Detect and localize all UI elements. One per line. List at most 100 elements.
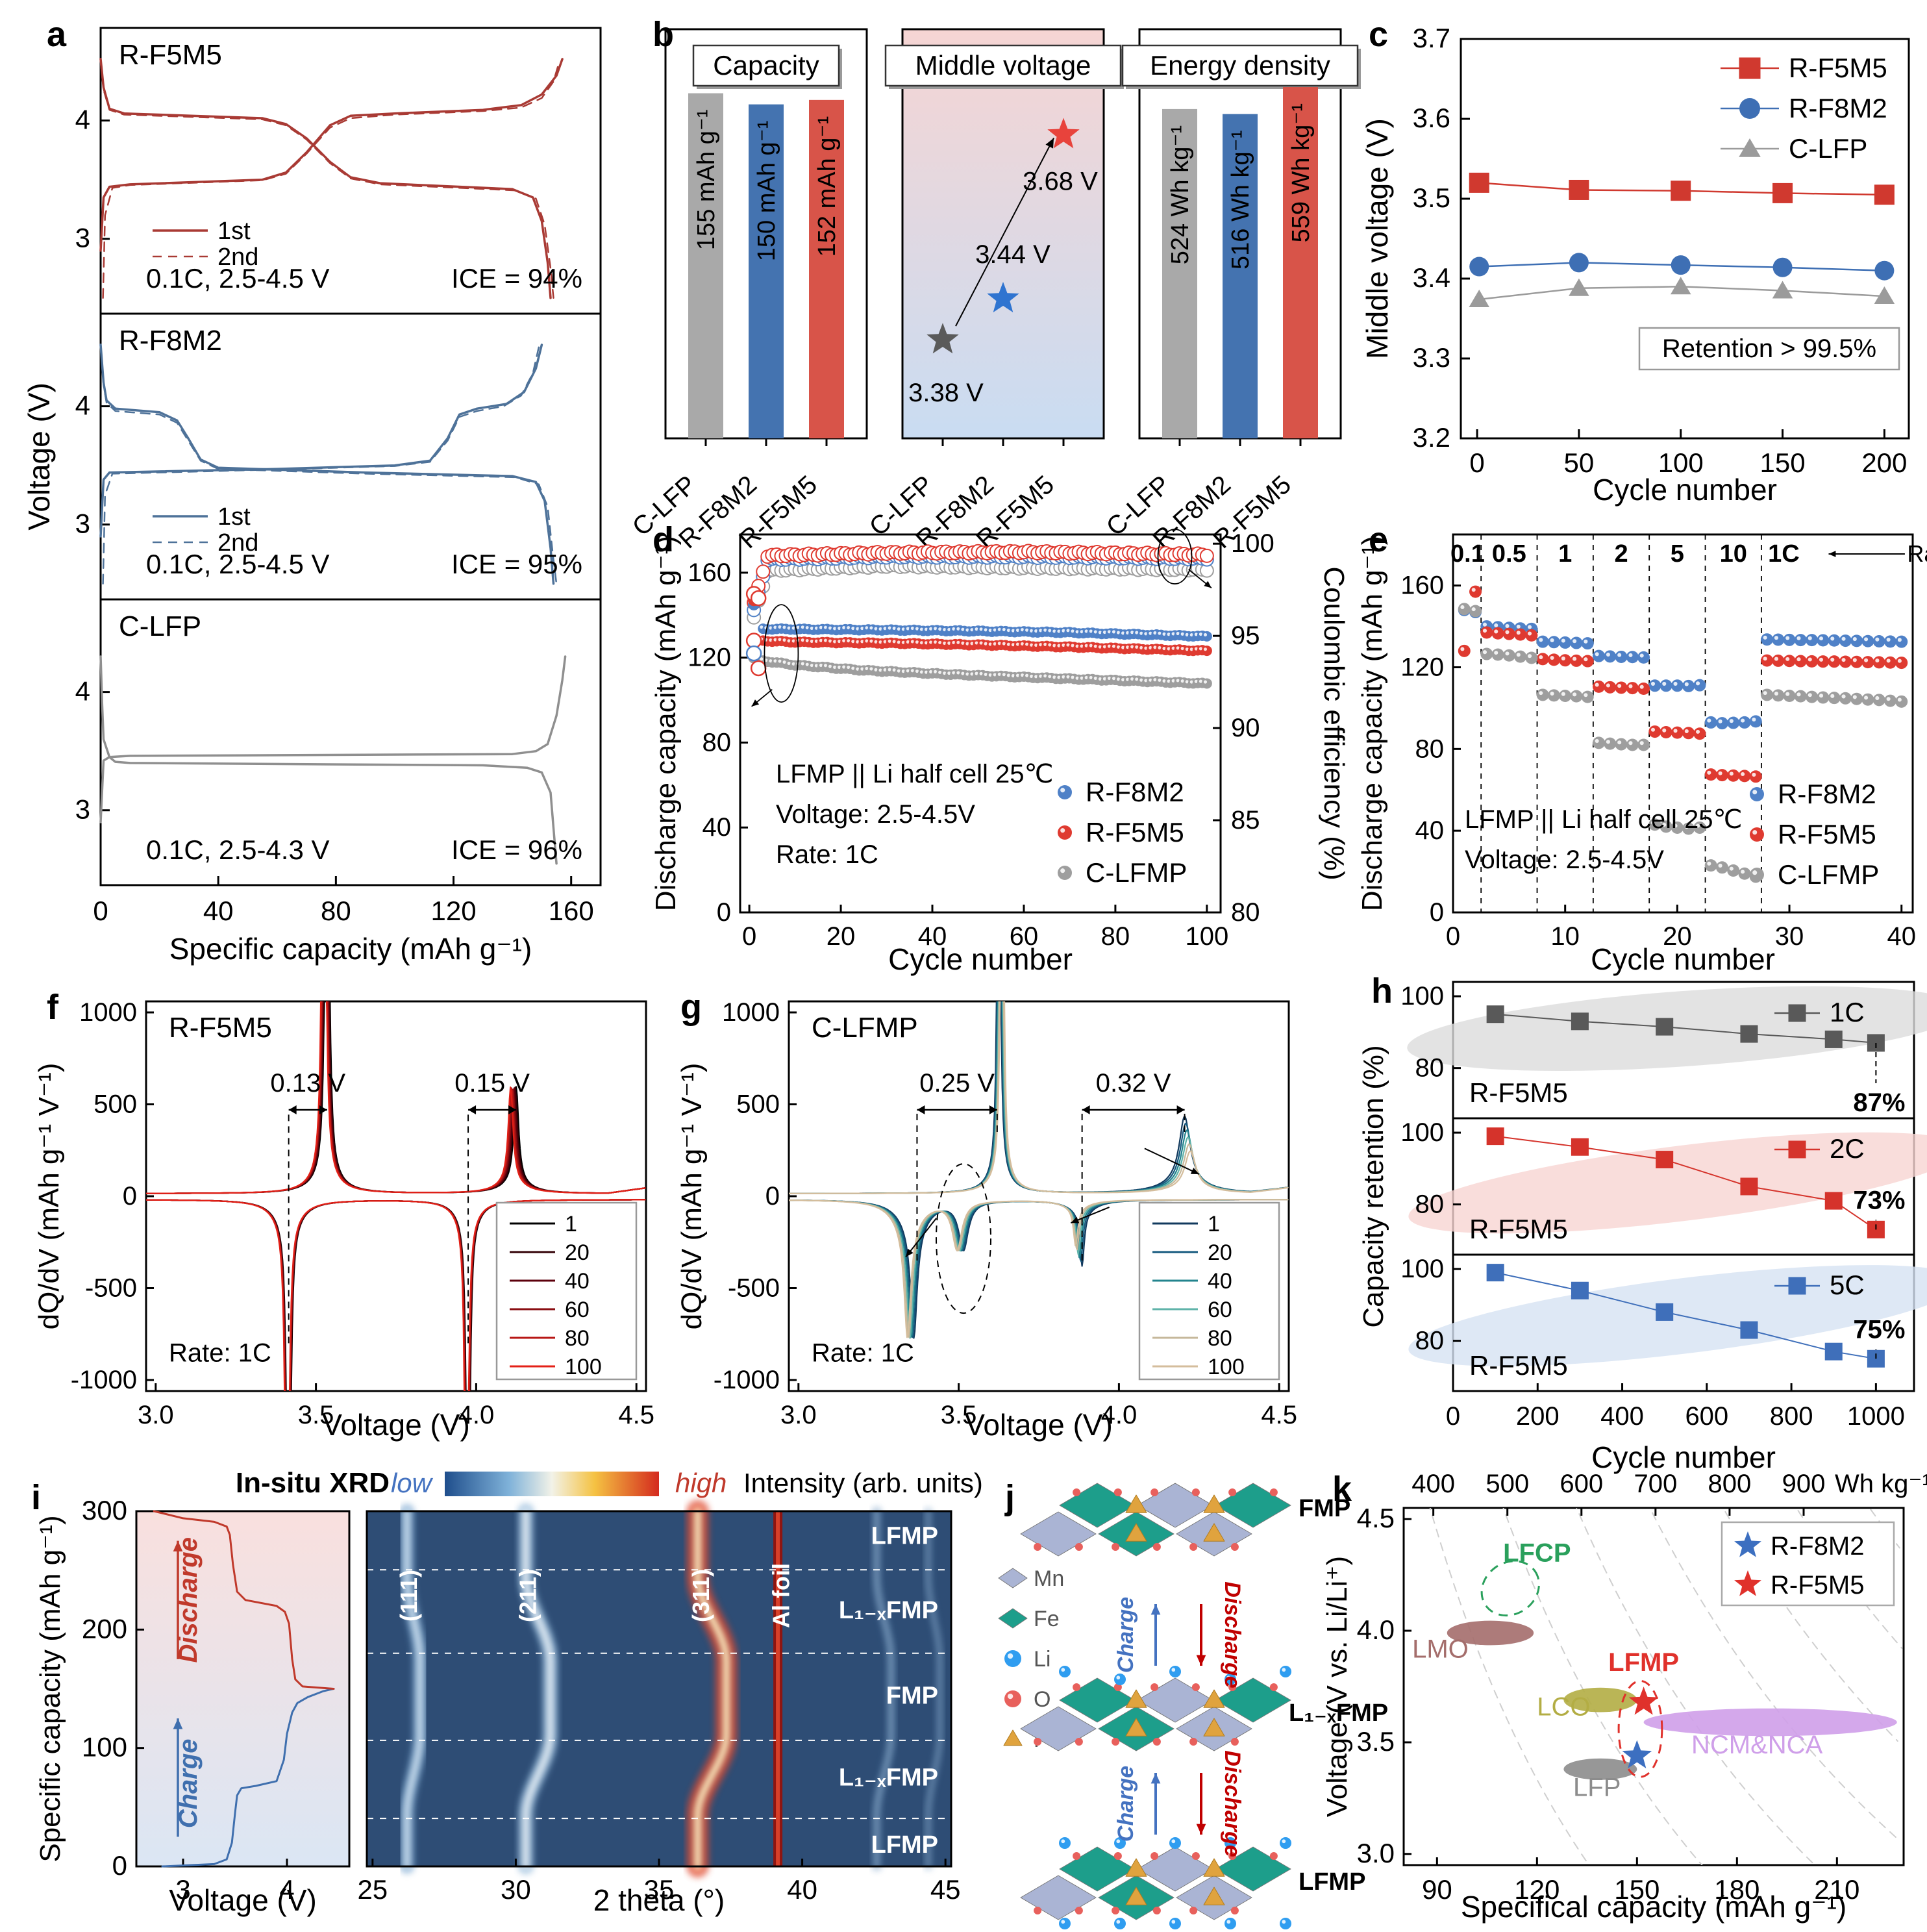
rate-label: 0.1 (1450, 540, 1485, 568)
path (1176, 1105, 1185, 1114)
sphere-marker (1547, 689, 1560, 702)
path (468, 1105, 477, 1114)
oxygen (1269, 1683, 1278, 1691)
text-label: 100 (82, 1732, 127, 1763)
square-marker (1772, 182, 1793, 203)
sphere-highlight (860, 667, 864, 671)
sphere-body (1794, 690, 1807, 703)
legend-item-Li: Li (1004, 1647, 1051, 1672)
sphere-highlight (847, 625, 851, 630)
sphere-highlight (1864, 658, 1869, 662)
sphere-marker (1604, 650, 1617, 663)
circle-marker (1772, 257, 1793, 277)
text-label: 3.0 (1357, 1838, 1395, 1868)
sphere-highlight (1006, 629, 1010, 633)
sphere-marker (1872, 635, 1885, 648)
sphere-highlight (769, 659, 773, 663)
sphere-highlight (1707, 770, 1711, 775)
condition-text: 0.1C, 2.5-4.5 V (146, 549, 330, 579)
panel-k-letter: k (1332, 1470, 1352, 1509)
sphere-marker (1783, 655, 1796, 668)
sphere-body (1648, 725, 1661, 738)
text-label: 40 (918, 922, 947, 951)
rate-label: 1 (1558, 540, 1572, 568)
sphere-highlight (1180, 679, 1184, 683)
plot-frame (99, 598, 602, 886)
ice-text: ICE = 94% (451, 263, 582, 294)
sphere-marker (1637, 738, 1650, 751)
sphere-highlight (997, 627, 1001, 631)
charge-dqdv-cycle (146, 1001, 646, 1194)
sphere-highlight (1628, 653, 1633, 657)
square-marker (1788, 1277, 1806, 1295)
text-label: 180 (1714, 1874, 1759, 1905)
sphere-highlight (1030, 629, 1034, 633)
bar-R-F8M2 (749, 104, 784, 438)
sphere-body (1839, 655, 1852, 668)
path (1082, 1105, 1090, 1114)
sphere-highlight (823, 664, 828, 668)
sphere-highlight (1595, 683, 1599, 687)
sphere-highlight (1864, 696, 1869, 700)
text-label: 3.2 (1413, 422, 1450, 453)
sphere-body (1480, 626, 1493, 639)
sphere-highlight (1048, 629, 1052, 633)
text-label: 20 (827, 922, 856, 951)
sphere-highlight (965, 628, 969, 632)
sphere-marker (1693, 679, 1706, 692)
legend-label: 20 (565, 1240, 590, 1265)
sphere-highlight (1763, 657, 1767, 661)
sphere-body (1872, 635, 1885, 648)
phosphate (1125, 1887, 1147, 1905)
oxygen (1075, 1907, 1083, 1914)
sphere-highlight (819, 663, 823, 668)
arrow-head (1190, 1168, 1199, 1175)
legend-item-Fe: Fe (998, 1607, 1060, 1631)
sphere-highlight (1226, 1675, 1231, 1680)
sphere-highlight (1039, 643, 1043, 647)
triangle-marker (1739, 138, 1761, 157)
oxygen (1230, 1543, 1239, 1551)
y-axis-label: dQ/dV (mAh g⁻¹ V⁻¹) (676, 1063, 708, 1330)
sphere-highlight (1130, 645, 1134, 649)
sphere-highlight (997, 672, 1001, 676)
sphere-highlight (952, 627, 956, 631)
sphere-highlight (1282, 1839, 1286, 1844)
text-label: 400 (1600, 1402, 1644, 1431)
sphere-body (1693, 679, 1706, 692)
charge-dqdv-cycle (146, 1001, 646, 1194)
sphere-highlight (938, 627, 942, 631)
sphere-highlight (828, 639, 832, 643)
sphere-highlight (1167, 633, 1171, 636)
sphere-body (1850, 655, 1863, 668)
sphere-marker (1727, 769, 1740, 782)
oxygen (1073, 1683, 1081, 1691)
sphere-highlight (1606, 652, 1610, 657)
sphere-highlight (1617, 684, 1622, 688)
discharge-arrow (1196, 1773, 1206, 1835)
sphere-highlight (1171, 679, 1175, 683)
sphere-highlight (952, 671, 956, 675)
sphere-highlight (1841, 694, 1846, 699)
charge-label: Charge (1113, 1597, 1138, 1673)
sphere-marker (1750, 868, 1764, 882)
sphere-highlight (1460, 647, 1465, 651)
star-R-F5M5 (1047, 118, 1080, 149)
heatmap-bg (367, 1511, 951, 1866)
sphere-marker (1861, 656, 1874, 669)
bar-value-label: 150 mAh g⁻¹ (753, 121, 780, 262)
sphere-highlight (1007, 1693, 1013, 1700)
panel-e-letter: e (1369, 520, 1389, 559)
sphere-marker (1806, 634, 1819, 647)
sphere-marker (1559, 690, 1572, 703)
text-label: 3 (175, 1874, 190, 1905)
panel-c-chart: 3.2 3.3 3.4 3.5 3.6 3.7 0 50 100 150 200 R-F5M5 R-F8… (1360, 23, 1910, 507)
text-label: 80 (1415, 1327, 1445, 1355)
arrow-head (1150, 1604, 1161, 1615)
sphere-highlight (851, 640, 855, 644)
sample-name: R-F5M5 (119, 39, 222, 71)
sphere-highlight (810, 626, 814, 631)
text-label: 1000 (79, 998, 137, 1027)
rate-arrow (1828, 551, 1905, 557)
